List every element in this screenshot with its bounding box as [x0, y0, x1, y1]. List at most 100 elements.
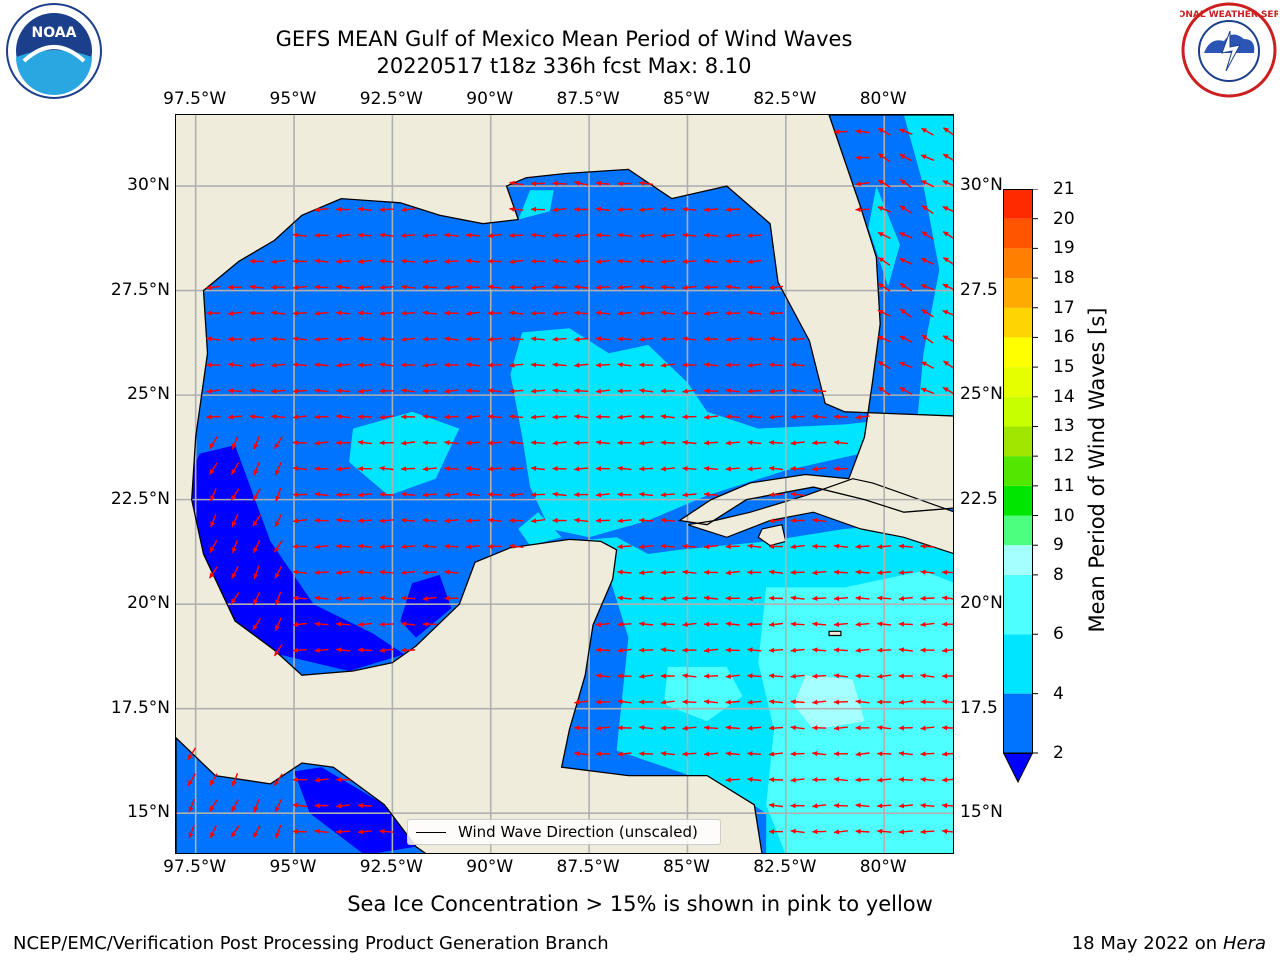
lon-tick-label-bottom: 87.5°W — [556, 857, 620, 877]
wave-direction-arrow — [725, 440, 740, 446]
wave-direction-arrow — [379, 465, 394, 471]
wave-direction-arrow — [790, 362, 805, 368]
wave-direction-arrow — [812, 725, 827, 731]
wave-direction-arrow — [617, 595, 632, 601]
wave-direction-arrow — [768, 518, 783, 524]
wave-direction-arrow — [877, 777, 892, 783]
wave-direction-arrow — [209, 799, 218, 812]
wave-direction-arrow — [379, 258, 394, 264]
wave-direction-arrow — [617, 414, 632, 420]
wave-direction-arrow — [314, 232, 329, 238]
wave-direction-arrow — [357, 440, 372, 446]
map-panel[interactable] — [175, 114, 954, 854]
wave-direction-arrow — [292, 777, 307, 783]
colorbar-tick-label: 8 — [1053, 564, 1064, 585]
wave-direction-arrow — [877, 360, 891, 370]
wave-direction-arrow — [206, 284, 221, 291]
wave-direction-arrow — [898, 777, 913, 783]
period-patch-4-6 — [518, 512, 562, 546]
wave-direction-arrow — [617, 569, 632, 575]
lat-tick-label-right: 27.5 — [960, 279, 998, 300]
wave-direction-arrow — [357, 414, 372, 420]
footer-machine: Hera — [1222, 933, 1266, 954]
map-canvas[interactable] — [176, 115, 954, 854]
wave-direction-arrow — [812, 699, 827, 705]
period-patch-8-9 — [793, 675, 865, 730]
wave-direction-arrow — [833, 647, 848, 653]
lon-tick-label-bottom: 97.5°W — [163, 857, 227, 877]
wave-direction-arrow — [487, 284, 502, 290]
wave-direction-arrow — [509, 543, 524, 549]
wave-direction-arrow — [833, 699, 848, 705]
wave-direction-arrow — [942, 360, 953, 369]
colorbar-tick-label: 20 — [1053, 208, 1075, 229]
wave-direction-arrow — [574, 362, 589, 368]
wave-direction-arrow — [899, 153, 913, 162]
wave-direction-arrow — [768, 414, 784, 420]
wave-direction-arrow — [292, 802, 307, 808]
wave-direction-arrow — [552, 336, 567, 342]
wave-direction-arrow — [790, 777, 805, 783]
wave-direction-arrow — [530, 232, 545, 238]
wave-direction-arrow — [574, 233, 589, 239]
wave-direction-arrow — [747, 284, 762, 290]
wave-direction-arrow — [942, 647, 953, 653]
wave-direction-arrow — [639, 284, 654, 290]
wave-direction-arrow — [422, 258, 437, 265]
wave-direction-arrow — [877, 803, 892, 809]
wave-direction-arrow — [812, 543, 827, 549]
wave-direction-arrow — [275, 591, 282, 606]
wave-direction-arrow — [231, 772, 239, 787]
wave-direction-arrow — [595, 388, 610, 394]
wave-direction-arrow — [292, 465, 307, 471]
wave-direction-arrow — [357, 388, 372, 394]
noaa-logo: NOAA — [4, 3, 104, 103]
wave-direction-arrow — [208, 566, 218, 579]
wave-direction-arrow — [357, 284, 372, 290]
wave-direction-arrow — [379, 518, 394, 524]
wave-direction-arrow — [209, 540, 218, 553]
wave-direction-arrow — [595, 180, 610, 186]
wave-direction-arrow — [725, 284, 740, 290]
wave-direction-arrow — [877, 335, 891, 343]
wave-direction-arrow — [725, 543, 740, 550]
wave-direction-arrow — [292, 284, 307, 291]
wave-direction-arrow — [877, 725, 892, 731]
colorbar-tick-label: 13 — [1053, 416, 1075, 437]
wave-direction-arrow — [252, 618, 262, 631]
wave-direction-arrow — [252, 539, 261, 554]
wave-direction-arrow — [466, 232, 481, 238]
wave-direction-arrow — [942, 231, 953, 239]
wave-direction-arrow — [487, 336, 502, 342]
wave-direction-arrow — [357, 206, 372, 212]
wave-direction-arrow — [249, 310, 264, 316]
wave-direction-arrow — [422, 440, 437, 446]
wave-direction-arrow — [660, 621, 675, 627]
colorbar-segment — [1003, 337, 1033, 368]
wave-direction-arrow — [812, 803, 827, 809]
wave-direction-arrow — [379, 310, 394, 316]
wave-direction-arrow — [357, 621, 372, 627]
wave-direction-arrow — [253, 565, 260, 580]
wave-direction-arrow — [379, 647, 394, 653]
wave-direction-arrow — [336, 803, 351, 809]
wave-direction-arrow — [314, 544, 329, 550]
wave-direction-arrow — [252, 488, 261, 502]
wave-direction-arrow — [509, 517, 524, 524]
wave-direction-arrow — [660, 310, 675, 316]
wave-direction-arrow — [422, 362, 437, 368]
colorbar-segment — [1003, 456, 1033, 486]
wave-direction-arrow — [682, 388, 697, 394]
wave-period-field — [176, 115, 953, 853]
wave-direction-arrow — [660, 414, 675, 420]
wave-direction-arrow — [206, 336, 221, 342]
wave-direction-arrow — [833, 440, 848, 446]
wave-direction-arrow — [231, 565, 239, 579]
wave-direction-arrow — [639, 180, 654, 186]
wave-direction-arrow — [336, 466, 351, 472]
wave-direction-arrow — [790, 491, 805, 497]
wave-direction-arrow — [401, 517, 416, 523]
wave-direction-arrow — [336, 777, 351, 783]
wave-direction-arrow — [574, 492, 589, 498]
wave-direction-arrow — [855, 828, 870, 835]
